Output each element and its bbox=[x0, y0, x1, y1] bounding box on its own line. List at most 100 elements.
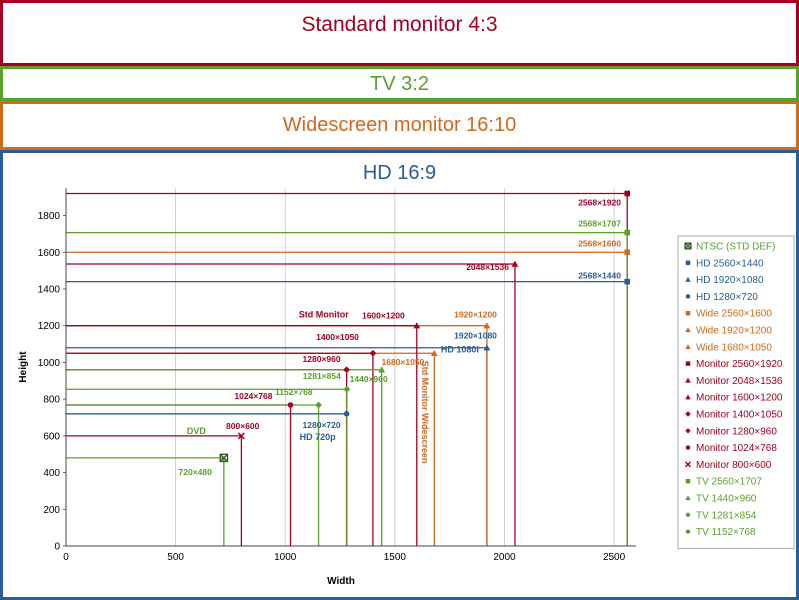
marker-hd-1920-1080 bbox=[483, 344, 491, 351]
annotation-dvd: DVD bbox=[187, 426, 207, 436]
y-tick-label-1200: 1200 bbox=[38, 321, 61, 332]
marker-wide-2560-1600 bbox=[624, 249, 631, 256]
marker-monitor-800-600 bbox=[237, 432, 245, 440]
legend-item-wide-1920-1200: Wide 1920×1200 bbox=[696, 326, 772, 337]
legend-marker-tv-2560-1707 bbox=[685, 478, 691, 484]
marker-wide-1680-1050 bbox=[430, 349, 438, 356]
legend-item-monitor-1600-1200: Monitor 1600×1200 bbox=[696, 393, 783, 404]
point-label-1281-854: 1281×854 bbox=[303, 371, 341, 381]
point-label-720-480: 720×480 bbox=[179, 467, 213, 477]
y-tick-label-1000: 1000 bbox=[38, 358, 61, 369]
legend-marker-monitor-2560-1920 bbox=[685, 361, 691, 366]
point-label-1920-1200: 1920×1200 bbox=[454, 310, 497, 320]
y-tick-label-1800: 1800 bbox=[38, 211, 61, 222]
point-label-2048-1536: 2048×1536 bbox=[466, 262, 509, 272]
legend-item-monitor-2048-1536: Monitor 2048×1536 bbox=[696, 376, 783, 387]
marker-ntsc-std-def-box bbox=[219, 453, 229, 463]
x-tick-label-2500: 2500 bbox=[603, 552, 626, 563]
point-label-1920-1080: 1920×1080 bbox=[454, 331, 497, 341]
marker-monitor-1024-768 bbox=[287, 402, 294, 408]
legend-marker-monitor-1280-960 bbox=[685, 428, 691, 434]
marker-monitor-2560-1920 bbox=[624, 190, 631, 197]
hd-band: HD 16:9 bbox=[0, 150, 799, 600]
marker-monitor-2048-1536 bbox=[511, 260, 519, 267]
point-label-1152-768: 1152×768 bbox=[275, 387, 313, 397]
y-tick-label-1400: 1400 bbox=[38, 284, 61, 295]
point-label-2568-1707: 2568×1707 bbox=[578, 219, 621, 229]
legend-marker-ntsc-std-def bbox=[684, 242, 692, 250]
marker-hd-1280-720 bbox=[343, 411, 350, 417]
legend-item-monitor-1400-1050: Monitor 1400×1050 bbox=[696, 410, 783, 421]
legend-marker-monitor-1024-768 bbox=[685, 445, 691, 450]
annotation-std-monitor: Std Monitor bbox=[299, 310, 349, 320]
point-label-1024-768: 1024×768 bbox=[234, 391, 272, 401]
point-label-1600-1200: 1600×1200 bbox=[362, 311, 405, 321]
y-tick-label-0: 0 bbox=[54, 542, 60, 553]
x-tick-label-0: 0 bbox=[63, 552, 69, 563]
point-label-2568-1440: 2568×1440 bbox=[578, 271, 621, 281]
legend-marker-tv-1152-768 bbox=[685, 528, 691, 535]
legend-marker-ntsc-std-def-box bbox=[684, 242, 692, 250]
marker-monitor-1400-1050 bbox=[369, 349, 377, 357]
marker-wide-1920-1200 bbox=[483, 322, 491, 329]
hd-title: HD 16:9 bbox=[362, 162, 437, 184]
x-tick-label-500: 500 bbox=[167, 552, 184, 563]
marker-monitor-1600-1200 bbox=[413, 322, 421, 329]
legend-marker-wide-1920-1200 bbox=[685, 327, 691, 333]
annotation-hd-720p: HD 720p bbox=[300, 432, 337, 442]
legend-item-hd-1280-720: HD 1280×720 bbox=[696, 292, 758, 303]
legend-item-monitor-800-600: Monitor 800×600 bbox=[696, 460, 772, 471]
legend-marker-monitor-800-600 bbox=[685, 461, 691, 468]
marker-ntsc-std-def bbox=[219, 453, 229, 463]
point-label-1280-960: 1280×960 bbox=[303, 354, 341, 364]
marker-tv-1440-960 bbox=[378, 366, 386, 373]
standard-monitor-band: Standard monitor 4:3 bbox=[0, 0, 799, 66]
legend-marker-monitor-2048-1536 bbox=[685, 377, 691, 383]
standard-monitor-title: Standard monitor 4:3 bbox=[301, 13, 498, 36]
legend-marker-tv-1440-960 bbox=[685, 495, 691, 501]
legend-item-hd-1920-1080: HD 1920×1080 bbox=[696, 275, 764, 286]
legend-marker-hd-2560-1440 bbox=[685, 260, 691, 266]
marker-ntsc-std-def-b bbox=[219, 453, 228, 462]
point-label-1680-1050: 1680×1050 bbox=[382, 357, 425, 367]
legend-marker-hd-1280-720 bbox=[685, 294, 691, 299]
x-tick-label-2000: 2000 bbox=[493, 552, 516, 563]
legend-item-ntsc-std-def: NTSC (STD DEF) bbox=[696, 242, 775, 253]
legend-item-monitor-1024-768: Monitor 1024×768 bbox=[696, 443, 777, 454]
y-tick-label-1600: 1600 bbox=[38, 248, 61, 259]
legend-item-wide-2560-1600: Wide 2560×1600 bbox=[696, 309, 772, 320]
legend-item-monitor-2560-1920: Monitor 2560×1920 bbox=[696, 359, 783, 370]
y-tick-label-400: 400 bbox=[43, 468, 60, 479]
y-tick-label-800: 800 bbox=[43, 395, 60, 406]
legend-item-hd-2560-1440: HD 2560×1440 bbox=[696, 258, 764, 269]
marker-tv-1152-768 bbox=[315, 401, 322, 409]
annotation-std-monitor-widescreen: Std Monitor Widescreen bbox=[420, 361, 430, 464]
legend-marker-wide-2560-1600 bbox=[685, 310, 691, 316]
widescreen-monitor-title: Widescreen monitor 16:10 bbox=[282, 114, 517, 136]
x-tick-label-1000: 1000 bbox=[274, 552, 297, 563]
legend-marker-hd-1920-1080 bbox=[685, 276, 691, 282]
point-label-1400-1050: 1400×1050 bbox=[316, 332, 359, 342]
marker-tv-1281-854 bbox=[343, 385, 351, 393]
legend-item-tv-2560-1707: TV 2560×1707 bbox=[696, 477, 762, 488]
legend-marker-ntsc-std-def-b bbox=[684, 242, 692, 250]
legend-item-tv-1152-768: TV 1152×768 bbox=[696, 527, 756, 538]
tv-band: TV 3:2 bbox=[0, 66, 799, 101]
annotation-hd-1080i: HD 1080i bbox=[441, 345, 479, 355]
legend-marker-wide-1680-1050 bbox=[685, 344, 691, 349]
legend-marker-monitor-1400-1050 bbox=[685, 411, 691, 417]
x-tick-label-1500: 1500 bbox=[384, 552, 407, 563]
legend-marker-monitor-800-600-b bbox=[685, 461, 691, 468]
legend-marker-tv-1281-854 bbox=[685, 512, 691, 518]
marker-hd-2560-1440 bbox=[624, 278, 631, 285]
point-label-1440-960: 1440×960 bbox=[350, 374, 388, 384]
marker-monitor-1280-960 bbox=[343, 366, 351, 374]
point-label-2568-1600: 2568×1600 bbox=[578, 238, 621, 248]
legend-item-tv-1440-960: TV 1440×960 bbox=[696, 494, 757, 505]
x-axis-label: Width bbox=[327, 576, 355, 587]
y-tick-label-200: 200 bbox=[43, 505, 60, 516]
point-label-800-600: 800×600 bbox=[226, 421, 260, 431]
point-label-2568-1920: 2568×1920 bbox=[578, 198, 621, 208]
legend-box bbox=[677, 235, 795, 549]
